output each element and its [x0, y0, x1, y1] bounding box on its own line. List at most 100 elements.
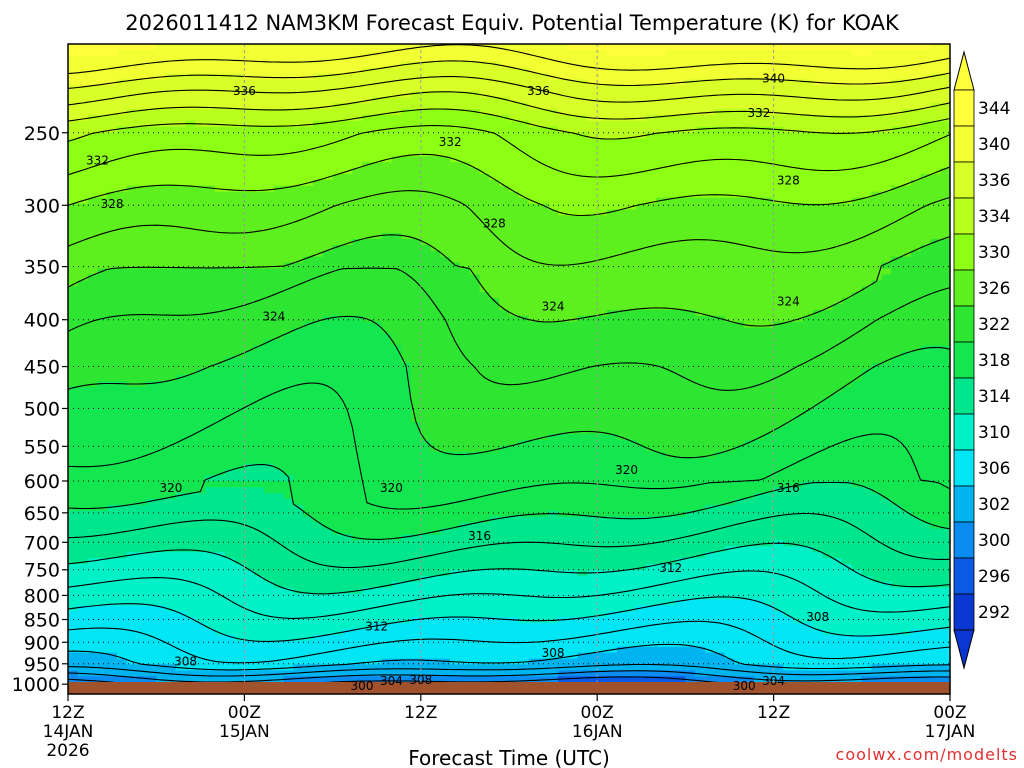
field-cell	[636, 144, 647, 151]
field-cell	[77, 286, 89, 293]
field-cell	[117, 209, 128, 216]
field-cell	[420, 179, 432, 187]
field-cell	[391, 73, 402, 81]
field-cell	[734, 292, 745, 299]
field-cell	[744, 221, 755, 228]
field-cell	[440, 363, 451, 370]
field-cell	[803, 144, 814, 151]
field-cell	[763, 292, 775, 299]
field-cell	[763, 339, 775, 346]
field-cell	[920, 244, 931, 252]
field-cell	[567, 73, 579, 81]
field-cell	[401, 44, 412, 51]
field-cell	[381, 321, 392, 329]
field-cell	[244, 85, 255, 92]
field-cell	[891, 79, 902, 86]
field-cell	[126, 268, 138, 276]
field-cell	[538, 239, 549, 246]
field-cell	[861, 309, 873, 317]
field-cell	[793, 150, 804, 157]
field-cell	[489, 73, 500, 81]
field-cell	[518, 197, 530, 205]
field-cell	[273, 132, 285, 140]
field-cell	[910, 120, 922, 128]
field-cell	[136, 203, 147, 211]
field-cell	[440, 286, 451, 293]
field-cell	[891, 144, 902, 151]
field-cell	[185, 262, 196, 270]
field-cell	[509, 221, 520, 228]
field-cell	[891, 351, 902, 358]
field-cell	[910, 73, 922, 81]
field-cell	[940, 292, 950, 299]
field-cell	[881, 274, 892, 281]
field-cell	[450, 55, 461, 63]
field-cell	[244, 268, 255, 276]
field-cell	[479, 363, 490, 370]
field-cell	[763, 262, 775, 270]
field-cell	[411, 120, 422, 128]
field-cell	[97, 274, 108, 281]
field-cell	[940, 333, 950, 341]
field-cell	[558, 185, 569, 193]
field-cell	[234, 239, 245, 246]
field-cell	[166, 91, 177, 98]
field-cell	[420, 215, 432, 222]
field-cell	[430, 309, 441, 317]
field-cell	[665, 304, 677, 311]
field-cell	[744, 280, 755, 287]
field-cell	[695, 79, 706, 86]
field-cell	[803, 179, 814, 187]
field-cell	[793, 138, 804, 146]
field-cell	[332, 79, 343, 86]
field-cell	[107, 120, 118, 128]
field-cell	[518, 203, 530, 211]
field-cell	[68, 244, 79, 252]
field-cell	[450, 309, 461, 317]
field-cell	[832, 120, 843, 128]
field-cell	[352, 191, 363, 199]
field-cell	[685, 250, 696, 258]
field-cell	[136, 49, 147, 57]
field-cell	[175, 49, 187, 57]
field-cell	[440, 345, 451, 352]
field-cell	[205, 103, 216, 110]
field-cell	[264, 150, 275, 157]
field-cell	[450, 44, 461, 51]
field-cell	[852, 339, 863, 346]
field-cell	[146, 239, 157, 246]
field-cell	[675, 144, 686, 151]
field-cell	[763, 126, 775, 134]
field-cell	[803, 321, 814, 329]
field-cell	[391, 357, 402, 364]
field-cell	[332, 209, 343, 216]
field-cell	[656, 250, 667, 258]
field-cell	[901, 227, 912, 234]
field-cell	[832, 262, 843, 270]
field-cell	[264, 351, 275, 358]
field-cell	[332, 345, 343, 352]
field-cell	[558, 280, 569, 287]
field-cell	[793, 339, 804, 346]
field-cell	[303, 233, 314, 240]
field-cell	[87, 333, 98, 341]
field-cell	[852, 61, 863, 69]
field-cell	[489, 49, 500, 57]
field-cell	[489, 250, 500, 258]
field-cell	[636, 109, 647, 116]
field-cell	[342, 156, 353, 163]
field-cell	[185, 197, 196, 205]
field-cell	[783, 197, 794, 205]
field-cell	[126, 174, 138, 181]
field-cell	[175, 126, 187, 134]
field-cell	[195, 209, 206, 216]
field-cell	[430, 132, 441, 140]
field-cell	[891, 150, 902, 157]
field-cell	[420, 79, 432, 86]
field-cell	[166, 179, 177, 187]
field-cell	[283, 97, 294, 104]
field-cell	[117, 357, 128, 364]
field-cell	[705, 114, 716, 122]
field-cell	[891, 339, 902, 346]
field-cell	[332, 262, 343, 270]
